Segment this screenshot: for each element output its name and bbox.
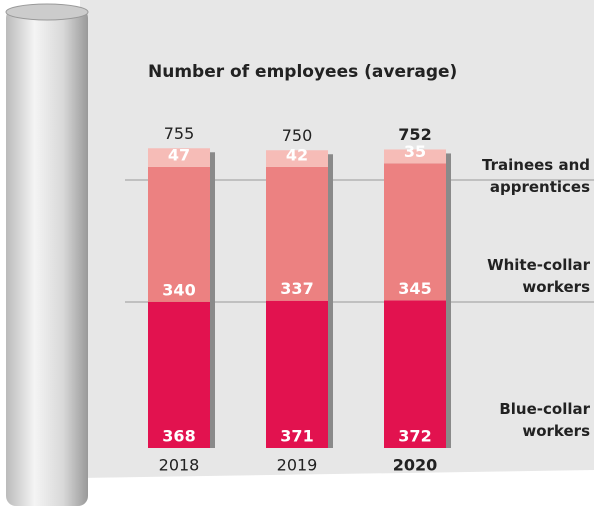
total-label: 750 (282, 126, 313, 145)
data-label: 340 (162, 280, 195, 299)
bar-shadow (210, 152, 215, 448)
total-label: 752 (398, 125, 431, 144)
data-label: 47 (168, 145, 190, 164)
bar-segment (148, 166, 210, 302)
data-label: 371 (280, 427, 313, 446)
bar-segment (266, 166, 328, 301)
data-label: 337 (280, 279, 313, 298)
bar-segment (384, 300, 446, 448)
total-label: 755 (164, 124, 195, 143)
data-label: 35 (404, 142, 426, 161)
bar-segment (384, 149, 446, 164)
data-label: 372 (398, 427, 431, 446)
data-label: 345 (398, 279, 431, 298)
legend-label: Blue-collar workers (499, 400, 590, 440)
scroll-top (5, 3, 89, 21)
legend-label: Trainees and apprentices (482, 156, 590, 196)
chart-title: Number of employees (average) (148, 62, 457, 82)
bar-segment (266, 300, 328, 448)
x-tick-label: 2020 (393, 456, 438, 475)
bar-segment (266, 150, 328, 167)
bar-segment (148, 301, 210, 448)
bar-shadow (446, 153, 451, 448)
bar-shadow (328, 154, 333, 448)
scroll (6, 8, 88, 506)
bar-segment (148, 148, 210, 167)
data-label: 42 (286, 145, 308, 164)
bar-segment (384, 163, 446, 301)
legend-label: White-collar workers (487, 256, 590, 296)
x-tick-label: 2018 (159, 456, 200, 475)
x-tick-label: 2019 (277, 456, 318, 475)
data-label: 368 (162, 427, 195, 446)
